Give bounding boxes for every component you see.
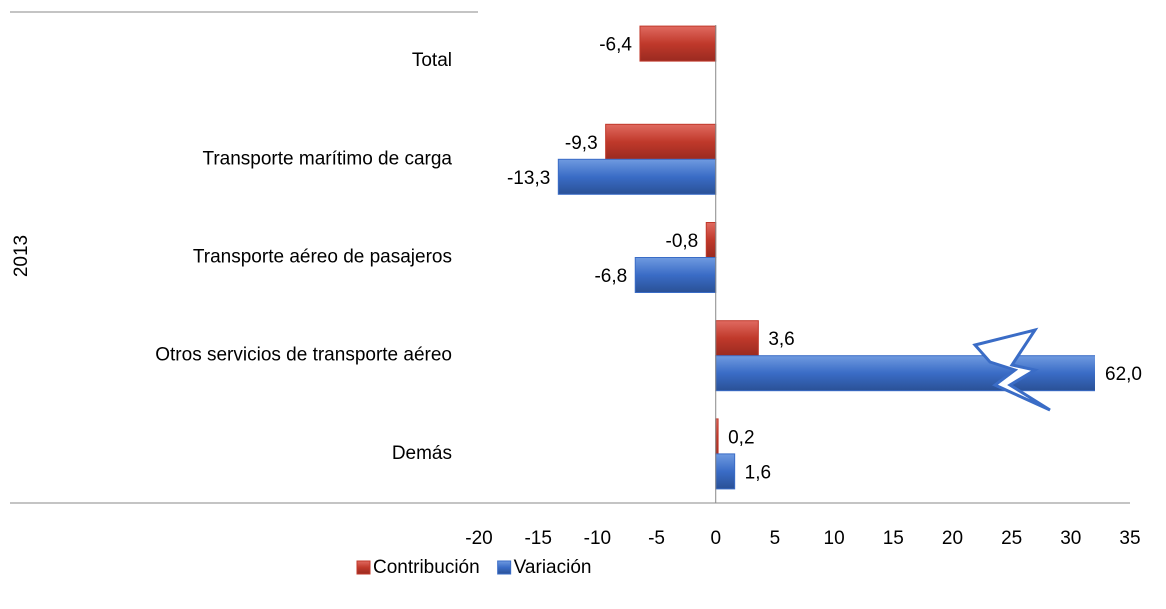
bars bbox=[557, 25, 1095, 490]
value-label: 1,6 bbox=[745, 462, 771, 483]
x-tick-label: -15 bbox=[524, 528, 551, 549]
x-tick-label: 15 bbox=[883, 528, 904, 549]
bar bbox=[715, 453, 736, 490]
value-label: -9,3 bbox=[565, 133, 598, 154]
legend-swatch bbox=[356, 560, 371, 575]
category-label: Transporte aéreo de pasajeros bbox=[193, 247, 452, 268]
bar bbox=[605, 123, 717, 160]
x-tick-label: 25 bbox=[1001, 528, 1022, 549]
legend-label: Contribución bbox=[373, 557, 480, 578]
bar bbox=[705, 222, 717, 258]
axis-break bbox=[972, 327, 1051, 412]
bar bbox=[634, 257, 717, 293]
value-label: -6,4 bbox=[599, 35, 632, 56]
value-label: 62,0 bbox=[1105, 364, 1142, 385]
category-label: Transporte marítimo de carga bbox=[202, 148, 452, 169]
bar bbox=[715, 355, 1095, 392]
x-tick-label: 10 bbox=[824, 528, 845, 549]
bar bbox=[557, 158, 717, 195]
bar bbox=[715, 320, 759, 357]
x-tick-label: -10 bbox=[584, 528, 611, 549]
category-label: Total bbox=[412, 50, 452, 71]
x-tick-label: 20 bbox=[942, 528, 963, 549]
legend-label: Variación bbox=[514, 557, 592, 578]
legend-swatch bbox=[497, 560, 512, 575]
value-label: 3,6 bbox=[768, 329, 794, 350]
x-tick-label: -5 bbox=[648, 528, 665, 549]
category-label: Demás bbox=[392, 443, 452, 464]
x-tick-label: 5 bbox=[770, 528, 781, 549]
value-label: -6,8 bbox=[594, 266, 627, 287]
value-label: -13,3 bbox=[507, 168, 550, 189]
y-group-label: 2013 bbox=[11, 235, 32, 277]
x-tick-label: 30 bbox=[1060, 528, 1081, 549]
category-label: Otros servicios de transporte aéreo bbox=[155, 345, 452, 366]
x-tick-label: -20 bbox=[465, 528, 492, 549]
bar bbox=[639, 25, 717, 62]
value-label: 0,2 bbox=[728, 427, 754, 448]
value-label: -0,8 bbox=[666, 231, 699, 252]
x-tick-label: 35 bbox=[1119, 528, 1140, 549]
x-tick-label: 0 bbox=[710, 528, 721, 549]
